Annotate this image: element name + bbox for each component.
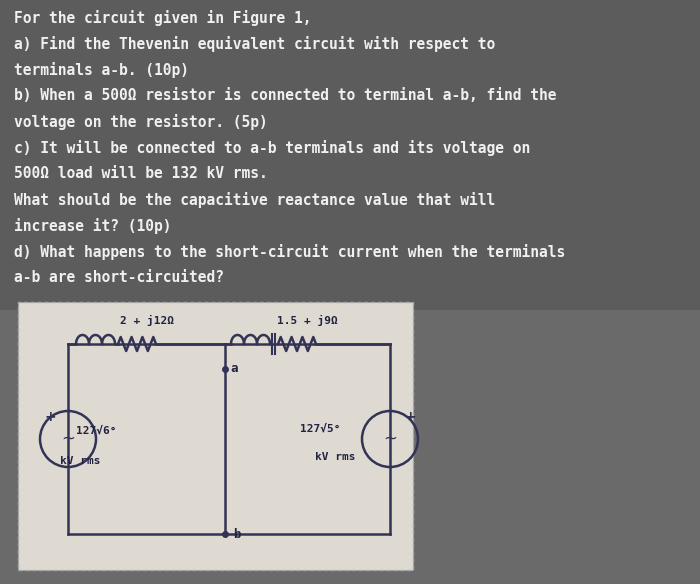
Text: increase it? (10p): increase it? (10p)	[14, 218, 172, 234]
Text: a-b are short-circuited?: a-b are short-circuited?	[14, 270, 224, 285]
Text: d) What happens to the short-circuit current when the terminals: d) What happens to the short-circuit cur…	[14, 244, 566, 260]
Text: voltage on the resistor. (5p): voltage on the resistor. (5p)	[14, 114, 267, 130]
Text: c) It will be connected to a-b terminals and its voltage on: c) It will be connected to a-b terminals…	[14, 140, 531, 156]
Text: a) Find the Thevenin equivalent circuit with respect to: a) Find the Thevenin equivalent circuit …	[14, 36, 496, 52]
Text: b: b	[233, 527, 241, 541]
Text: terminals a-b. (10p): terminals a-b. (10p)	[14, 62, 189, 78]
Text: For the circuit given in Figure 1,: For the circuit given in Figure 1,	[14, 10, 312, 26]
Text: 127√6°: 127√6°	[76, 426, 116, 436]
Text: What should be the capacitive reactance value that will: What should be the capacitive reactance …	[14, 192, 496, 208]
Text: ~: ~	[61, 430, 75, 448]
Text: 500Ω load will be 132 kV rms.: 500Ω load will be 132 kV rms.	[14, 166, 267, 181]
Text: 1.5 + j9Ω: 1.5 + j9Ω	[277, 315, 338, 326]
Bar	[0, 0, 700, 310]
Text: 2 + j12Ω: 2 + j12Ω	[120, 315, 174, 326]
Text: +: +	[44, 410, 56, 424]
Text: ~: ~	[383, 430, 397, 448]
Text: b) When a 500Ω resistor is connected to terminal a-b, find the: b) When a 500Ω resistor is connected to …	[14, 88, 556, 103]
Text: +: +	[404, 410, 416, 424]
Text: a: a	[230, 363, 237, 376]
Text: 127√5°: 127√5°	[300, 424, 340, 434]
Text: kV rms: kV rms	[315, 452, 356, 462]
Bar	[18, 302, 413, 570]
Text: kV rms: kV rms	[60, 456, 101, 466]
